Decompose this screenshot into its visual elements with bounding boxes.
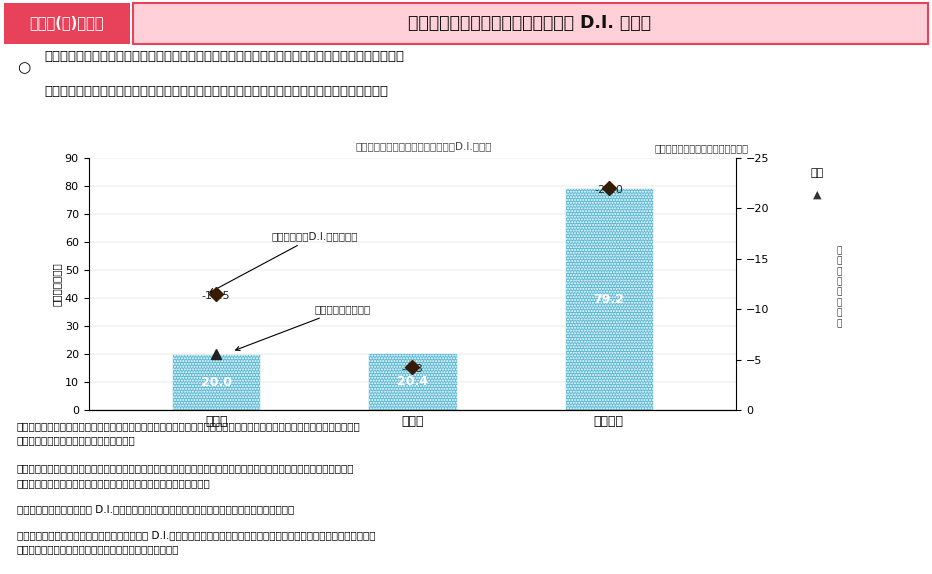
Text: 79.2: 79.2	[594, 293, 624, 306]
Text: -22.0: -22.0	[595, 185, 624, 195]
Text: （
雇
用
人
員
判
断
）: （ 雇 用 人 員 判 断 ）	[836, 246, 842, 328]
Bar	[565, 188, 652, 410]
Text: ▲: ▲	[813, 189, 822, 199]
Y-axis label: （前年比、％）: （前年比、％）	[52, 262, 62, 306]
Text: 人手不足感が強いサービス業は、全産業や製造業と比較して、合理化・省力化投資の伸びが大きい: 人手不足感が強いサービス業は、全産業や製造業と比較して、合理化・省力化投資の伸び…	[45, 51, 404, 63]
Text: 資料出所　日本銀行「全国企業短期経済観測調査」、（株）日本政策投資銀行「設備投資計画調査」をもとに厚生労働省労
　　　　　働政策担当参事官室にて作成。: 資料出所 日本銀行「全国企業短期経済観測調査」、（株）日本政策投資銀行「設備投資…	[17, 421, 361, 445]
Text: 20.4: 20.4	[397, 375, 428, 388]
Text: ことから、人手不足感と合理化・省力化投資の動きには一定の関係があることがうかがえる。: ことから、人手不足感と合理化・省力化投資の動きには一定の関係があることがうかがえ…	[45, 85, 389, 98]
FancyBboxPatch shape	[4, 3, 130, 44]
Text: 20.0: 20.0	[200, 376, 232, 389]
FancyBboxPatch shape	[133, 3, 928, 44]
Text: （注）　１）合理化・省力化投資は、設備投資の伸びと投資動機ウェイトを用いた２０１６年度における前年増減率の試
　　　　　　算値。なお、２０１６年度の設備投資は計: （注） １）合理化・省力化投資は、設備投資の伸びと投資動機ウェイトを用いた２０１…	[17, 464, 354, 488]
Text: ３）サービス業における雇用人員判断 D.I.については、「対事業所サービス」「対個人サービス」「宿泊・飲食サー
　　　　　　ビス」の合計を単純平均して算出してい: ３）サービス業における雇用人員判断 D.I.については、「対事業所サービス」「対…	[17, 530, 376, 554]
Text: 不足: 不足	[811, 168, 824, 178]
Text: 合理化・省力化投資と雇用人員判断D.I.の関係: 合理化・省力化投資と雇用人員判断D.I.の関係	[356, 141, 492, 151]
Text: ○: ○	[17, 60, 30, 75]
Text: 第２－(２)－４図: 第２－(２)－４図	[29, 15, 103, 30]
Bar	[368, 353, 457, 410]
Bar	[172, 354, 260, 410]
Text: -4.3: -4.3	[402, 364, 423, 374]
Text: （「過剰」－「不足」、ポイント）: （「過剰」－「不足」、ポイント）	[654, 144, 748, 153]
Text: 雇用人員判断D.I.（右目盛）: 雇用人員判断D.I.（右目盛）	[210, 231, 358, 292]
Text: 合理化・省力化投資: 合理化・省力化投資	[236, 304, 371, 351]
Text: ２）雇用人員判断 D.I.、合理化・省力化投資については、大企業をベースにしている。: ２）雇用人員判断 D.I.、合理化・省力化投資については、大企業をベースにしてい…	[17, 505, 294, 514]
Text: -11.5: -11.5	[202, 291, 230, 301]
Text: 合理化・省力化投資と雇用人員判断 D.I. の関係: 合理化・省力化投資と雇用人員判断 D.I. の関係	[408, 14, 651, 32]
